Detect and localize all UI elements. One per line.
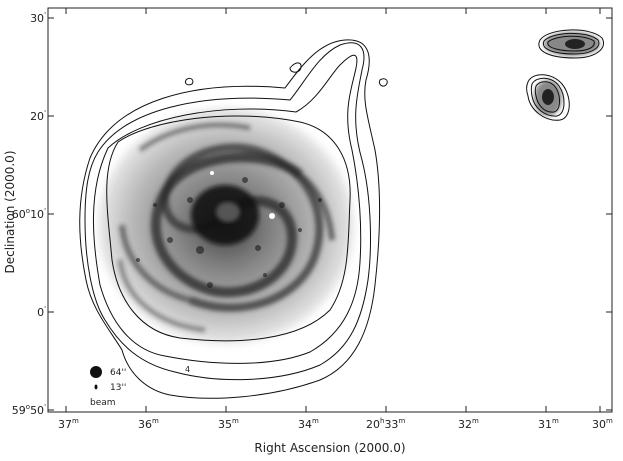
- x-tick-20h33: 20h33m: [366, 417, 405, 431]
- y-tick-labels: 30' 20' 60o10' 0' 59o50': [12, 11, 46, 417]
- y-tick-30: 30': [30, 11, 46, 25]
- beam-large-label: 64'': [110, 368, 126, 378]
- x-tick-34: 34m: [298, 417, 319, 431]
- y-axis-label: Declination (2000.0): [3, 151, 17, 274]
- x-tick-35: 35m: [218, 417, 239, 431]
- axis-ticks: [48, 8, 612, 412]
- beam-large-marker: [90, 366, 102, 378]
- x-tick-36: 36m: [138, 417, 159, 431]
- companion-galaxy-lower: [526, 74, 570, 121]
- galaxy-greyscale-image: [98, 108, 354, 344]
- beam-legend: 64'' 13'' beam: [90, 366, 126, 408]
- x-axis-label: Right Ascension (2000.0): [254, 441, 405, 455]
- hi-contours-galaxy: [79, 39, 388, 399]
- y-tick-60o10: 60o10': [12, 207, 46, 221]
- beam-small-label: 13'': [110, 383, 126, 393]
- x-tick-30: 30m: [592, 417, 613, 431]
- beam-small-marker: [94, 384, 98, 390]
- x-tick-32: 32m: [458, 417, 479, 431]
- annotation-label: 4: [185, 365, 190, 374]
- x-tick-37: 37m: [58, 417, 79, 431]
- companion-galaxy-upper: [538, 29, 604, 59]
- y-tick-20: 20': [30, 109, 46, 123]
- x-tick-labels: 37m 36m 35m 34m 20h33m 32m 31m 30m: [58, 417, 613, 431]
- x-tick-31: 31m: [538, 417, 559, 431]
- y-tick-0: 0': [37, 305, 46, 319]
- beam-label: beam: [90, 398, 116, 408]
- y-tick-59o50: 59o50': [12, 403, 46, 417]
